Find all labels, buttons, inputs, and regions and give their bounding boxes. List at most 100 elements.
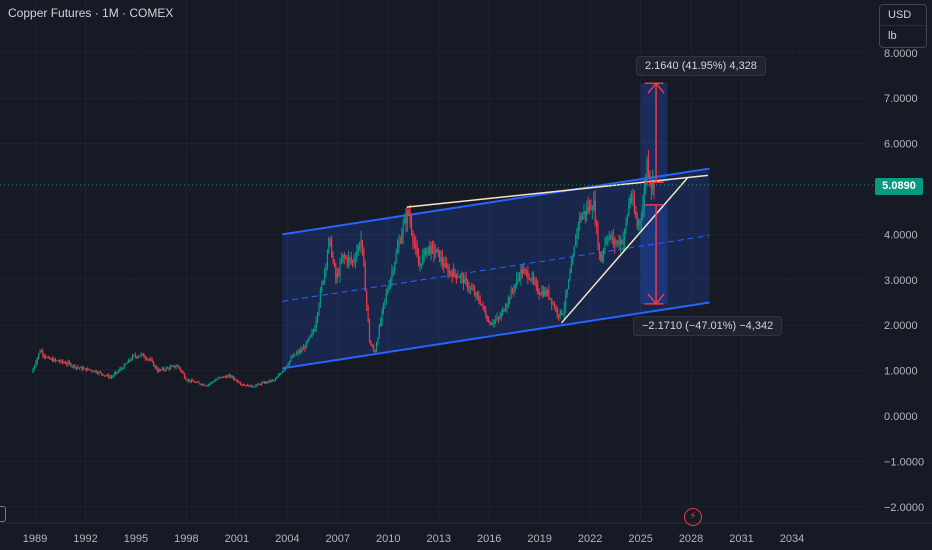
candle-body: [539, 294, 542, 296]
candle-body: [454, 269, 456, 275]
candle-body: [619, 240, 622, 246]
unit-selector[interactable]: USD lb: [879, 4, 927, 48]
candle-body: [490, 323, 493, 325]
candle-body: [138, 355, 141, 357]
candle-body: [437, 249, 439, 251]
candle-body: [374, 350, 376, 352]
candle-body: [443, 263, 445, 267]
candle-body: [558, 314, 560, 317]
candle-body: [332, 256, 334, 261]
x-tick-label: 2025: [628, 533, 652, 545]
candle-body: [248, 384, 250, 387]
candle-body: [493, 320, 495, 324]
candle-body: [317, 313, 319, 321]
candle-body: [424, 249, 427, 256]
scale-handle-icon[interactable]: [0, 506, 6, 522]
candle-body: [168, 367, 170, 369]
candle-body: [464, 278, 466, 284]
candle-body: [488, 320, 490, 322]
candle-body: [523, 269, 525, 274]
candle-body: [258, 383, 260, 385]
candle-body: [535, 281, 537, 285]
candle-body: [447, 267, 449, 275]
candle-body: [155, 366, 158, 370]
candle-body: [147, 359, 149, 361]
candle-body: [190, 380, 193, 382]
candle-body: [562, 313, 564, 315]
candle-body: [475, 293, 477, 296]
candle-body: [238, 382, 240, 384]
candle-body: [377, 338, 379, 345]
candle-body: [256, 383, 258, 386]
measure-down-label[interactable]: −2.1710 (−47.01%) −4,342: [633, 316, 783, 336]
candle-body: [154, 366, 156, 368]
candle-body: [363, 248, 365, 267]
y-tick-label: 1.0000: [884, 366, 918, 378]
candle-body: [433, 246, 435, 254]
candle-body: [450, 271, 452, 274]
candle-body: [75, 366, 78, 368]
candle-body: [544, 290, 546, 296]
candle-body: [563, 306, 565, 314]
candle-body: [122, 368, 124, 370]
candle-body: [92, 371, 94, 373]
candle-body: [572, 255, 574, 264]
measure-up-label[interactable]: 2.1640 (41.95%) 4,328: [636, 56, 766, 76]
candle-body: [455, 274, 457, 278]
currency-label[interactable]: USD: [880, 5, 926, 26]
candle-body: [380, 320, 382, 326]
candle-body: [502, 309, 504, 314]
candle-body: [136, 356, 138, 358]
candle-body: [552, 303, 554, 305]
candle-body: [105, 375, 107, 377]
candle-body: [143, 354, 145, 358]
y-tick-label: 2.0000: [884, 320, 918, 332]
y-tick-label: 8.0000: [884, 48, 918, 60]
candle-body: [555, 308, 557, 310]
candle-body: [481, 304, 483, 306]
candle-body: [67, 362, 69, 364]
candle-body: [60, 360, 62, 362]
candle-body: [126, 362, 128, 365]
candle-body: [70, 363, 72, 367]
candle-body: [412, 232, 414, 242]
candle-body: [245, 385, 247, 387]
measure-down-arrowhead: [647, 293, 665, 306]
x-tick-label: 1989: [23, 533, 47, 545]
x-tick-label: 1998: [174, 533, 198, 545]
candle-body: [225, 376, 228, 378]
candle-body: [584, 211, 586, 215]
measure-up-arrowhead: [647, 82, 665, 94]
candle-body: [263, 382, 265, 384]
candle-body: [262, 382, 264, 384]
candle-body: [312, 331, 315, 333]
candle-body: [567, 280, 570, 289]
candle-body: [216, 379, 218, 381]
candle-body: [160, 369, 162, 371]
candle-body: [621, 240, 623, 244]
candle-body: [290, 357, 292, 361]
candle-body: [199, 383, 201, 385]
candle-body: [598, 247, 600, 253]
candle-body: [600, 252, 602, 262]
candle-body: [181, 370, 183, 372]
candle-body: [541, 291, 543, 295]
candle-body: [500, 313, 502, 318]
candle-body: [186, 379, 188, 381]
candle-body: [520, 268, 522, 279]
candle-body: [284, 366, 286, 370]
candle-body: [211, 381, 214, 383]
candle-body: [451, 273, 453, 277]
unit-label[interactable]: lb: [888, 30, 897, 42]
candle-body: [430, 245, 432, 254]
candle-body: [117, 370, 120, 373]
candle-body: [167, 367, 169, 369]
candle-body: [445, 263, 448, 268]
candle-body: [385, 293, 387, 300]
candle-body: [392, 270, 394, 272]
candle-body: [81, 367, 83, 370]
y-tick-label: 0.0000: [884, 411, 918, 423]
candle-body: [416, 246, 418, 256]
candle-body: [35, 362, 37, 367]
